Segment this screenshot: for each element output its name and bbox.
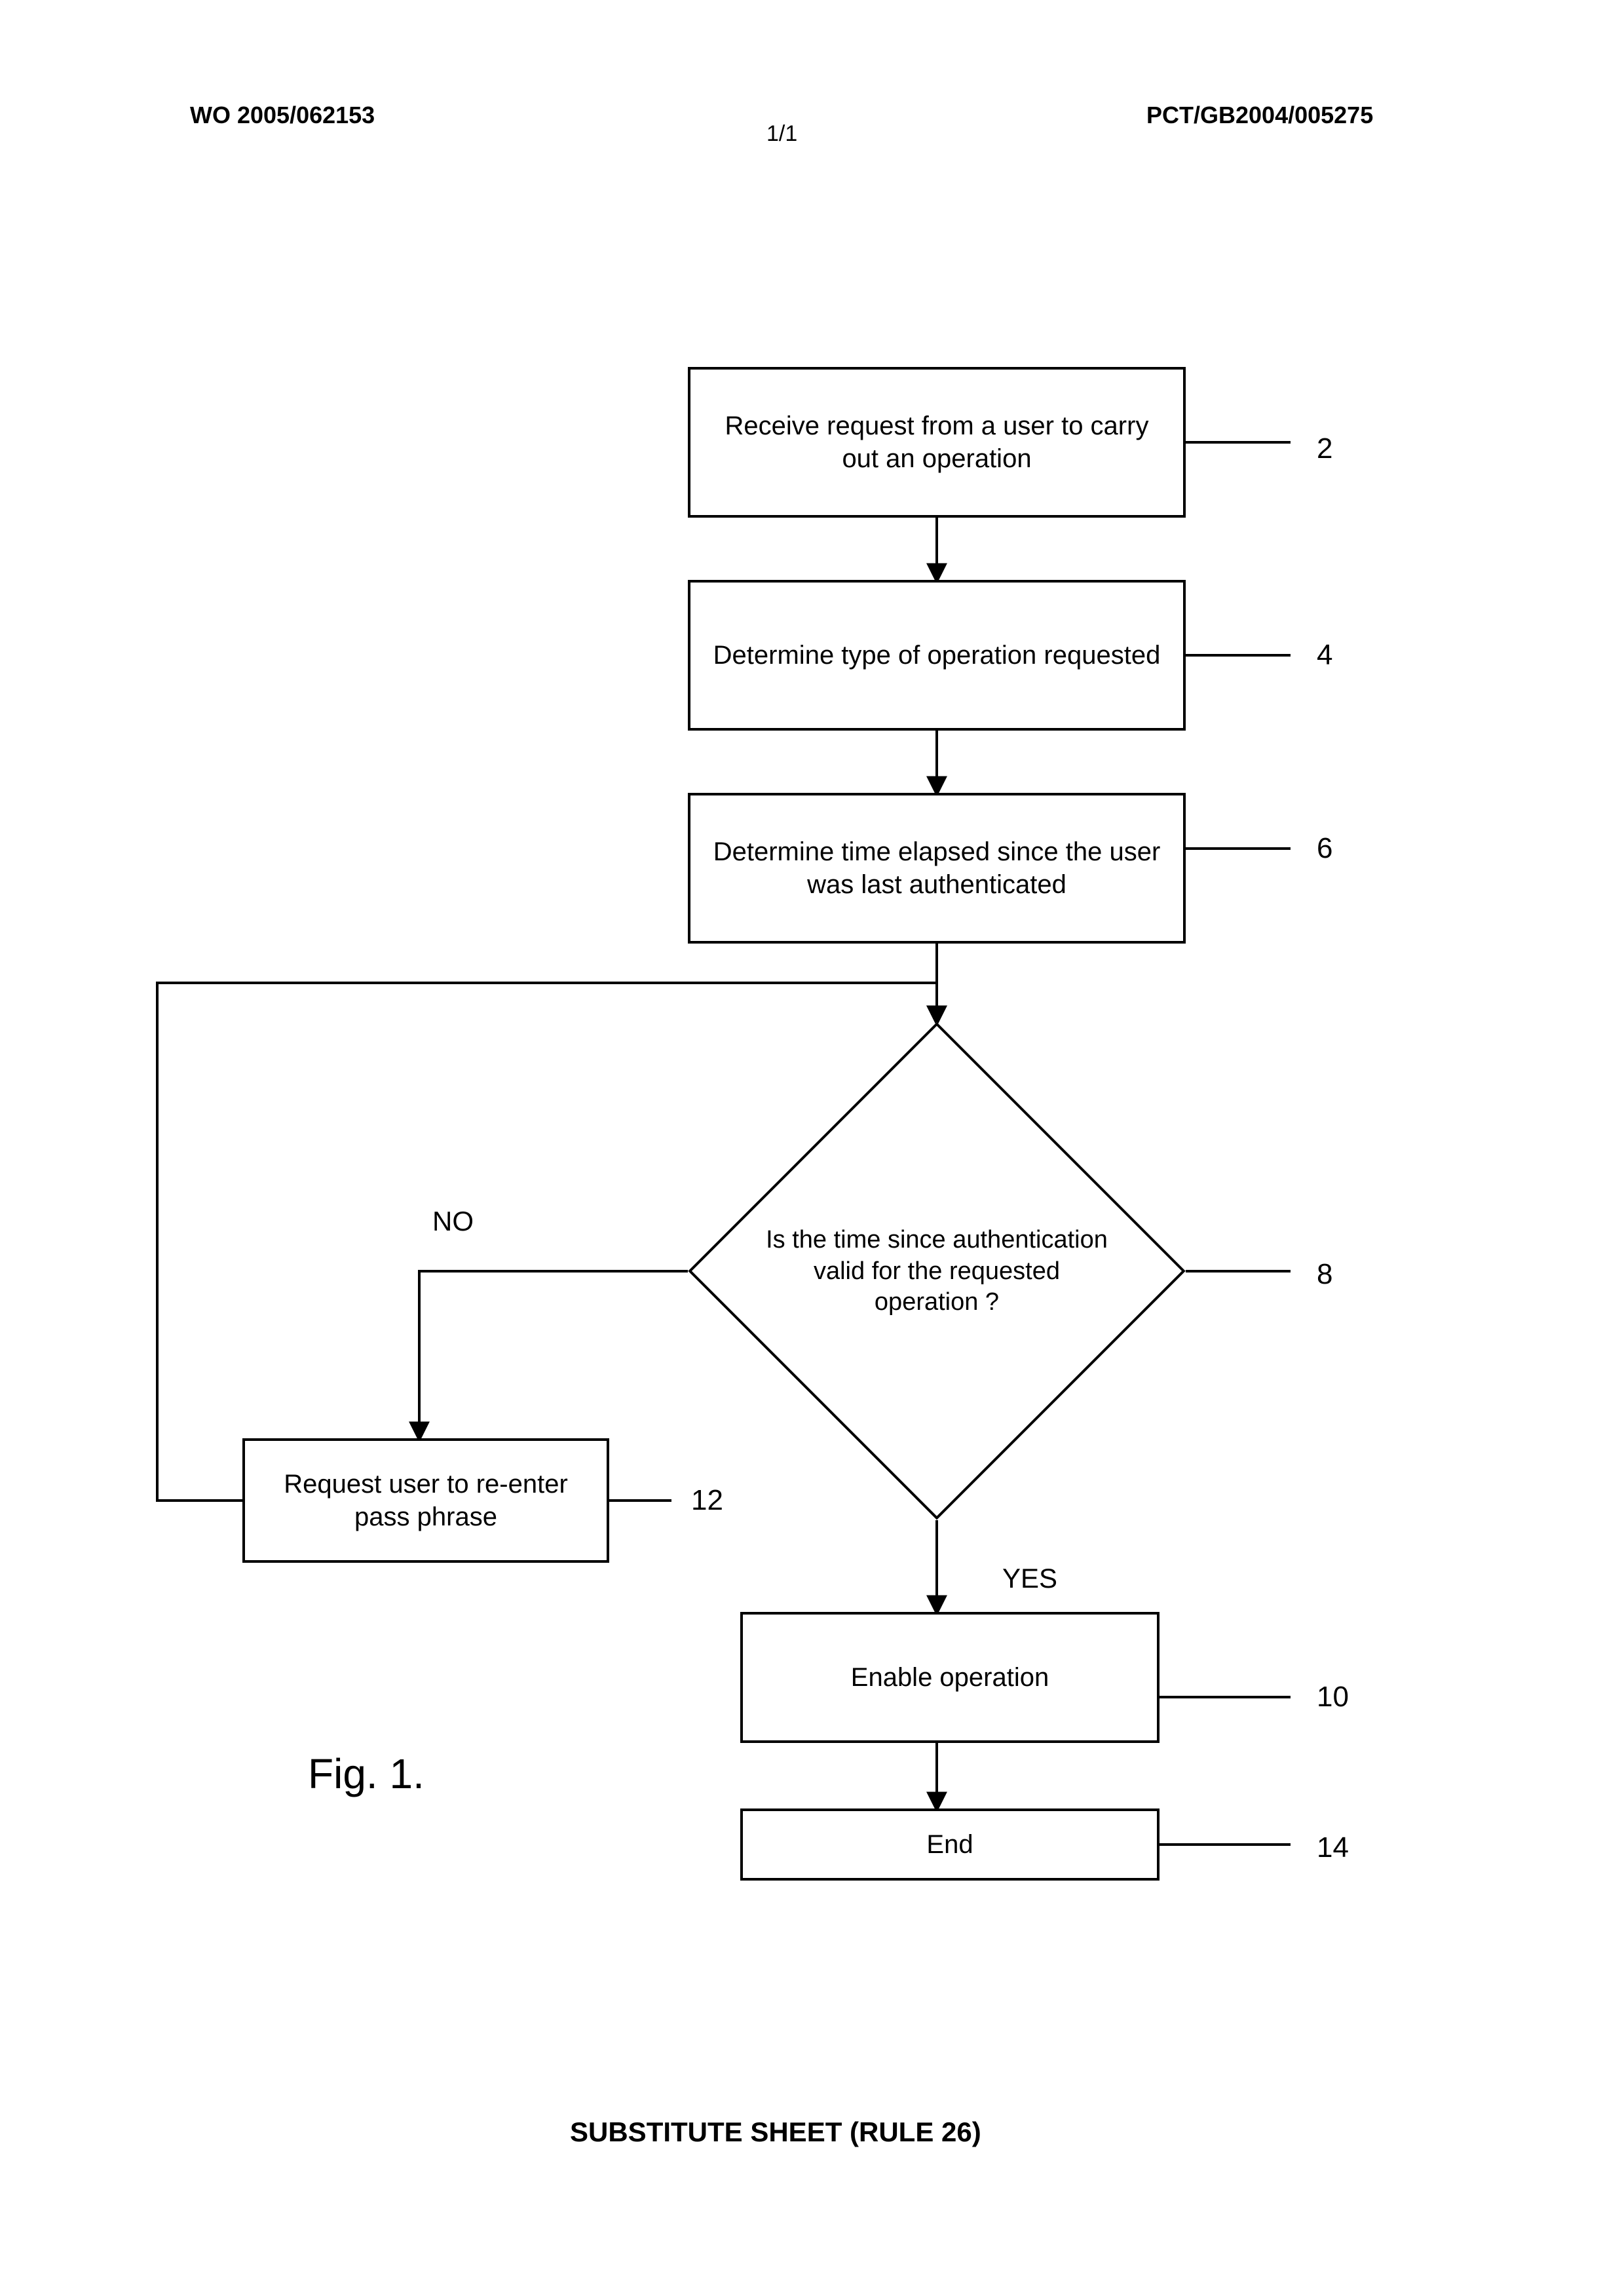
- node-n8-label: Is the time since authentication valid f…: [763, 1225, 1111, 1318]
- figure-label: Fig. 1.: [308, 1750, 424, 1798]
- node-n6: Determine time elapsed since the user wa…: [688, 793, 1186, 944]
- node-n4-label: Determine type of operation requested: [713, 639, 1161, 672]
- ref-12: 12: [691, 1484, 723, 1517]
- node-n12-label: Request user to re-enter pass phrase: [258, 1468, 594, 1533]
- ref-14: 14: [1317, 1831, 1349, 1864]
- ref-2: 2: [1317, 432, 1332, 465]
- node-n2: Receive request from a user to carry out…: [688, 367, 1186, 518]
- edge-n8_left-n12_top: [419, 1271, 688, 1438]
- node-n6-label: Determine time elapsed since the user wa…: [704, 835, 1170, 901]
- node-n10-label: Enable operation: [851, 1661, 1049, 1694]
- ref-8: 8: [1317, 1258, 1332, 1291]
- node-n8: Is the time since authentication valid f…: [688, 1022, 1186, 1520]
- node-n10: Enable operation: [740, 1612, 1160, 1743]
- node-n14: End: [740, 1808, 1160, 1881]
- node-n14-label: End: [926, 1828, 973, 1861]
- node-n12: Request user to re-enter pass phrase: [242, 1438, 609, 1563]
- footer-text: SUBSTITUTE SHEET (RULE 26): [570, 2116, 981, 2148]
- node-n2-label: Receive request from a user to carry out…: [704, 410, 1170, 475]
- node-n4: Determine type of operation requested: [688, 580, 1186, 731]
- edge-label-no: NO: [432, 1206, 474, 1237]
- ref-4: 4: [1317, 639, 1332, 672]
- ref-10: 10: [1317, 1681, 1349, 1713]
- ref-6: 6: [1317, 832, 1332, 865]
- edge-label-yes: YES: [1002, 1563, 1057, 1594]
- page: WO 2005/062153 1/1 PCT/GB2004/005275 Rec…: [0, 0, 1622, 2296]
